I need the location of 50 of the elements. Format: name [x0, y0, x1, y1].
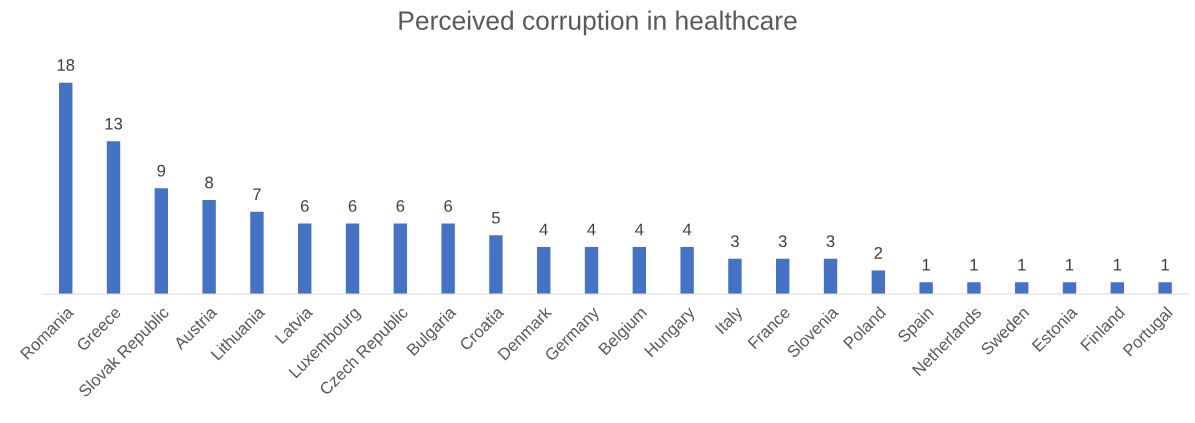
data-label: 6 [348, 200, 357, 212]
bar [1110, 282, 1125, 294]
bar [537, 246, 551, 294]
data-label: 5 [491, 211, 500, 224]
data-label: 1 [922, 258, 930, 271]
bar [1015, 282, 1029, 294]
bar [919, 282, 933, 294]
data-label: 1 [1161, 258, 1169, 271]
data-label: 9 [157, 164, 166, 177]
chart-title: Perceived corruption in healthcare [399, 10, 797, 36]
bar [823, 258, 838, 294]
data-label: 2 [874, 247, 883, 259]
data-label: 4 [682, 223, 692, 236]
bar [632, 246, 647, 294]
x-tick-label: Italy [714, 305, 746, 337]
bar [250, 211, 264, 294]
data-label: 4 [587, 223, 596, 236]
data-label: 7 [253, 188, 261, 200]
bar [967, 282, 981, 294]
data-label: 4 [539, 223, 548, 236]
bar [202, 199, 216, 294]
data-label: 6 [300, 200, 309, 212]
data-label: 18 [57, 59, 75, 71]
bar [154, 188, 169, 294]
bar [298, 223, 312, 294]
bar [728, 258, 742, 294]
data-label: 3 [730, 235, 739, 248]
bar [680, 246, 694, 294]
data-label: 1 [1018, 258, 1026, 271]
bar [1062, 282, 1077, 294]
data-label: 13 [105, 117, 123, 130]
bar [441, 223, 455, 294]
data-label: 8 [205, 176, 214, 189]
data-label: 3 [826, 235, 835, 248]
bar [1158, 282, 1172, 294]
bar [584, 246, 599, 294]
bar [489, 235, 503, 294]
data-label: 3 [778, 235, 787, 248]
bar [59, 82, 73, 294]
data-label: 1 [1113, 258, 1122, 271]
data-label: 1 [970, 258, 978, 271]
data-label: 6 [444, 200, 453, 212]
bar [106, 141, 121, 294]
bar [871, 270, 886, 294]
bar [776, 258, 790, 294]
bar [345, 223, 360, 294]
data-label: 4 [635, 223, 644, 236]
data-label: 6 [396, 200, 405, 212]
data-label: 1 [1066, 258, 1074, 271]
bar [393, 223, 408, 294]
